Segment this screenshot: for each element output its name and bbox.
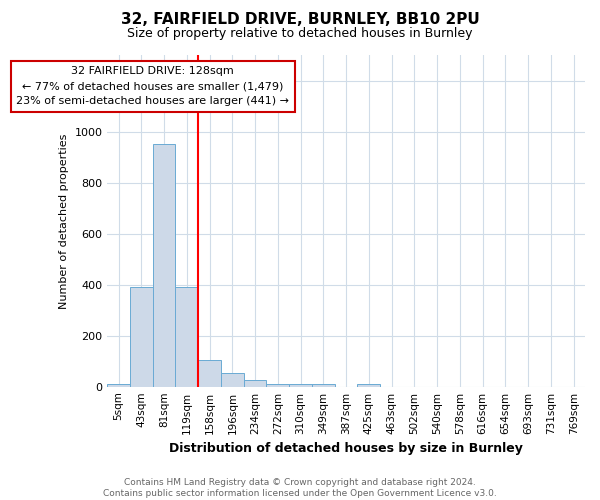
Text: Size of property relative to detached houses in Burnley: Size of property relative to detached ho…: [127, 28, 473, 40]
Bar: [153, 144, 175, 386]
Bar: [312, 384, 335, 386]
Bar: [266, 384, 289, 386]
Y-axis label: Number of detached properties: Number of detached properties: [59, 133, 68, 308]
Bar: [221, 374, 244, 386]
Bar: [130, 287, 153, 386]
Bar: [289, 384, 312, 386]
Text: 32, FAIRFIELD DRIVE, BURNLEY, BB10 2PU: 32, FAIRFIELD DRIVE, BURNLEY, BB10 2PU: [121, 12, 479, 28]
Bar: [358, 384, 380, 386]
Bar: [175, 287, 198, 386]
Bar: [107, 384, 130, 386]
Text: Contains HM Land Registry data © Crown copyright and database right 2024.
Contai: Contains HM Land Registry data © Crown c…: [103, 478, 497, 498]
Text: 32 FAIRFIELD DRIVE: 128sqm
← 77% of detached houses are smaller (1,479)
23% of s: 32 FAIRFIELD DRIVE: 128sqm ← 77% of deta…: [16, 66, 289, 106]
Bar: [198, 360, 221, 386]
X-axis label: Distribution of detached houses by size in Burnley: Distribution of detached houses by size …: [169, 442, 523, 455]
Bar: [244, 380, 266, 386]
